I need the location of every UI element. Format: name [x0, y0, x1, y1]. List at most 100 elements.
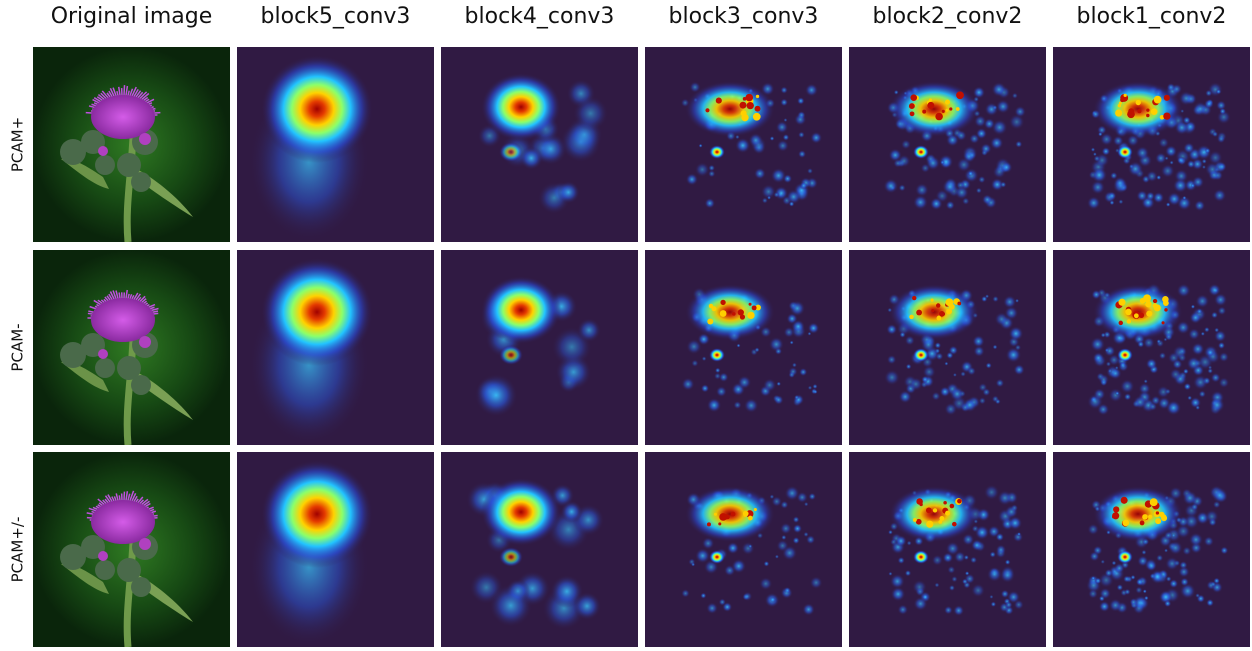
hot-speck [919, 502, 923, 507]
speckle [774, 554, 780, 559]
column-header: block2_conv2 [873, 4, 1023, 29]
speckle [807, 322, 820, 334]
speckle [731, 558, 747, 574]
hot-speck [720, 299, 726, 306]
speckle [1219, 107, 1227, 115]
bud [139, 538, 151, 550]
speckle [803, 531, 809, 538]
heatmap [237, 250, 434, 445]
hot-speck [925, 507, 932, 514]
speckle [780, 98, 789, 107]
speckle [1003, 295, 1017, 309]
speckle [797, 149, 807, 159]
hot-speck [718, 522, 722, 526]
speckle [715, 386, 727, 398]
speckle [1100, 332, 1106, 338]
speckle [983, 484, 1000, 501]
hot-speck [943, 500, 947, 505]
speckle [1008, 515, 1023, 531]
speckle [700, 592, 707, 599]
hotspot [685, 486, 775, 542]
hotspot [261, 258, 373, 366]
hot-speck [1153, 95, 1162, 104]
hot-speck [909, 314, 914, 320]
speckle [704, 197, 716, 209]
hot-speck [939, 515, 945, 521]
hot-speck [1122, 519, 1130, 527]
speckle [1142, 589, 1147, 594]
hot-speck [1128, 108, 1135, 115]
speckle [768, 336, 784, 352]
hot-speck [713, 512, 717, 516]
heatmap [441, 47, 638, 242]
hot-speck [922, 109, 927, 114]
hot-speck [928, 98, 932, 102]
speckle [1183, 142, 1195, 154]
speckle [1090, 147, 1096, 152]
speckle [1087, 393, 1104, 410]
speckle [572, 95, 609, 131]
speckle [969, 133, 980, 145]
hot-speck [751, 305, 757, 311]
speckle [1172, 178, 1188, 193]
speckle [1210, 581, 1217, 588]
speckle [992, 295, 999, 303]
hotspot-small [709, 348, 725, 362]
speckle [1094, 577, 1102, 585]
column-header: Original image [51, 4, 213, 29]
speckle [1086, 196, 1101, 210]
hotspot [1093, 81, 1183, 137]
speckle [802, 603, 815, 616]
speckle [1163, 548, 1169, 553]
heatmap [849, 250, 1046, 445]
speckle [813, 389, 818, 395]
speckle [948, 584, 956, 592]
speckle [952, 372, 957, 377]
speckle [1190, 304, 1196, 309]
speckle [760, 184, 776, 200]
speckle [1204, 509, 1219, 524]
speckle [681, 589, 690, 598]
speckle [783, 586, 791, 594]
speckle [1214, 327, 1220, 333]
speckle [1195, 405, 1201, 411]
speckle [1200, 331, 1206, 337]
speckle [942, 179, 958, 195]
speckle [1176, 320, 1191, 335]
speckle [808, 492, 817, 501]
hot-speck [707, 318, 714, 325]
speckle [1210, 311, 1219, 319]
speckle [780, 500, 789, 509]
speckle [688, 558, 696, 566]
speckle [1004, 505, 1019, 519]
speckle [748, 544, 753, 549]
hot-speck [754, 105, 761, 112]
hot-speck [1159, 114, 1165, 120]
speckle [1135, 586, 1143, 594]
hot-speck [1163, 112, 1171, 120]
hotspot-small [709, 145, 725, 159]
speckle [519, 146, 543, 170]
hot-speck [957, 301, 962, 306]
speckle [1209, 397, 1225, 413]
speckle [1119, 378, 1135, 394]
speckle [912, 579, 927, 595]
speckle [960, 371, 966, 377]
bud [131, 577, 151, 597]
hotspot-small [499, 547, 523, 567]
speckle [1218, 377, 1230, 389]
speckle [929, 197, 943, 211]
speckle [489, 584, 533, 628]
speckle [708, 164, 716, 172]
speckle [1182, 368, 1189, 375]
hot-speck [1145, 300, 1152, 308]
hotspot [261, 55, 373, 163]
hot-speck [952, 521, 957, 527]
speckle [1158, 137, 1170, 149]
hot-speck [935, 112, 943, 121]
speckle [989, 551, 997, 558]
original-image [33, 452, 230, 647]
speckle [1208, 283, 1221, 297]
hot-speck [908, 103, 915, 110]
speckle [995, 99, 1011, 114]
